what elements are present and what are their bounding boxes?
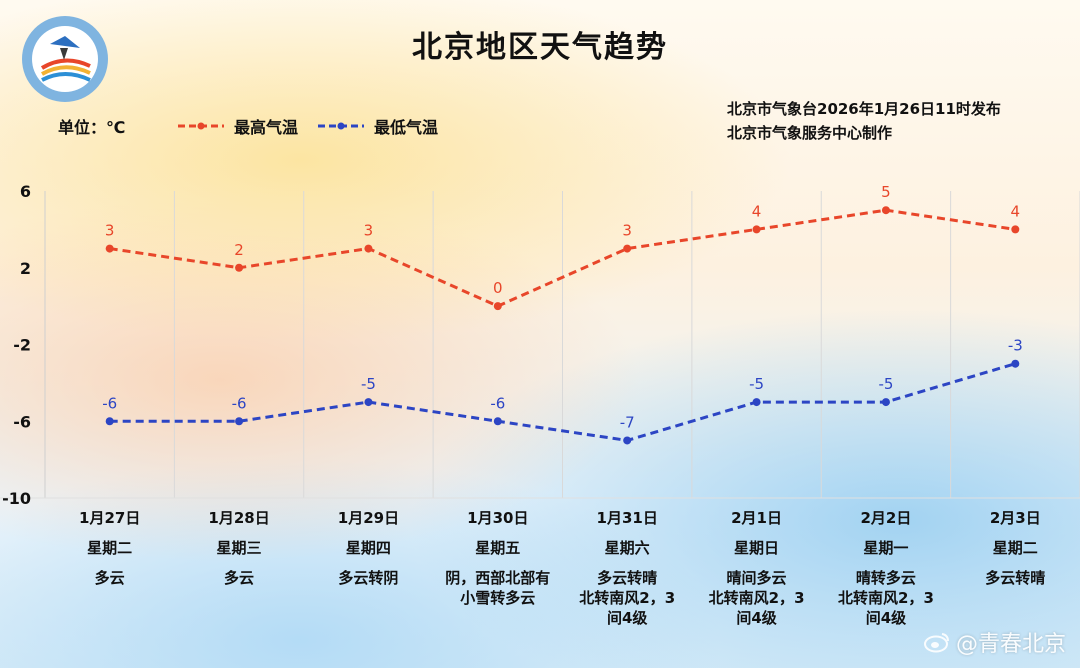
- page-title: 北京地区天气趋势: [412, 30, 668, 65]
- day-weather: 多云转晴: [597, 569, 658, 587]
- low-temp-point: [1011, 359, 1020, 368]
- y-tick-label: -2: [13, 336, 31, 355]
- high-temp-point: [881, 206, 890, 215]
- high-temp-point: [1011, 225, 1020, 234]
- high-temp-point: [235, 263, 244, 272]
- low-temp-point: [623, 436, 632, 445]
- low-temp-label: -6: [232, 394, 247, 412]
- day-weekday: 星期一: [863, 539, 909, 557]
- high-temp-point: [623, 244, 632, 253]
- legend-high-marker: [178, 122, 224, 130]
- unit-label: 单位：℃: [58, 118, 126, 137]
- low-temp-line: [109, 362, 1016, 442]
- y-tick-label: 6: [20, 182, 31, 201]
- legend-low-label: 最低气温: [374, 118, 439, 137]
- day-weekday: 星期日: [734, 539, 780, 557]
- day-weekday: 星期二: [992, 539, 1038, 557]
- day-date: 1月27日: [79, 509, 141, 527]
- day-date: 2月3日: [989, 509, 1041, 527]
- high-temp-point: [752, 225, 761, 234]
- meteorological-service-logo: [22, 16, 108, 102]
- day-weather: 晴转多云: [855, 569, 916, 587]
- high-temp-label: 3: [364, 222, 374, 240]
- high-temp-point: [105, 244, 114, 253]
- day-column: 2月2日星期一晴转多云北转南风2，3 间4级: [821, 508, 950, 628]
- legend-item-high: 最高气温: [176, 114, 298, 138]
- day-date: 1月30日: [467, 509, 529, 527]
- day-weekday: 星期六: [604, 539, 650, 557]
- low-temp-point: [105, 417, 114, 426]
- high-temp-label: 3: [622, 222, 632, 240]
- high-temp-label: 5: [881, 183, 891, 201]
- low-temp-label: -7: [620, 413, 635, 431]
- day-column: 1月30日星期五阴，西部北部有 小雪转多云: [433, 508, 562, 608]
- day-weather: 晴间多云: [726, 569, 787, 587]
- day-weather: 间4级: [865, 609, 907, 627]
- day-weather: 多云: [224, 569, 255, 587]
- day-weekday: 星期四: [345, 539, 391, 557]
- high-temp-point: [493, 302, 502, 311]
- day-date: 1月29日: [337, 509, 400, 527]
- weibo-icon: [923, 633, 949, 653]
- low-temp-label: -3: [1008, 337, 1023, 355]
- day-column: 1月29日星期四多云转阴: [304, 508, 433, 588]
- day-column: 1月28日星期三多云: [174, 508, 303, 588]
- legend-high-label: 最高气温: [234, 118, 299, 137]
- y-tick-label: -10: [2, 489, 31, 508]
- day-weather: 间4级: [736, 609, 777, 627]
- high-temp-label: 0: [493, 279, 503, 297]
- day-weather: 多云转晴: [985, 569, 1046, 587]
- day-date: 1月28日: [208, 509, 270, 527]
- low-temp-label: -5: [878, 375, 893, 393]
- publisher-line-2: 北京市气象服务中心制作: [727, 124, 893, 142]
- high-temp-line: [109, 208, 1016, 308]
- day-weather: 北转南风2，3: [838, 589, 934, 607]
- low-temp-label: -5: [361, 375, 376, 393]
- day-weekday: 星期二: [87, 539, 133, 557]
- publisher-line-1: 北京市气象台2026年1月26日11时发布: [727, 100, 1001, 118]
- day-weather: 北转南风2，3: [579, 589, 676, 607]
- day-date: 2月2日: [860, 509, 912, 527]
- low-temp-point: [235, 417, 244, 426]
- day-weather: 多云转阴: [338, 569, 399, 587]
- day-column: 1月31日星期六多云转晴北转南风2，3 间4级: [563, 508, 692, 628]
- day-weekday: 星期三: [216, 539, 262, 557]
- high-temp-label: 4: [1011, 202, 1021, 220]
- high-temp-label: 3: [105, 222, 115, 240]
- day-weather: 阴，西部北部有: [445, 569, 551, 587]
- y-tick-label: 2: [20, 259, 31, 278]
- day-weather: 小雪转多云: [460, 589, 536, 607]
- low-temp-point: [881, 398, 890, 407]
- low-temp-label: -6: [490, 394, 505, 412]
- day-weather: 多云: [94, 569, 125, 587]
- day-column: 2月3日星期二多云转晴: [951, 508, 1080, 588]
- low-temp-point: [364, 398, 373, 407]
- legend-low-marker: [318, 122, 364, 130]
- watermark-text: @青春北京: [955, 632, 1066, 657]
- low-temp-label: -5: [749, 375, 764, 393]
- high-temp-label: 4: [752, 202, 762, 220]
- legend-item-low: 最低气温: [316, 114, 438, 138]
- low-temp-label: -6: [102, 394, 117, 412]
- day-date: 2月1日: [731, 509, 782, 527]
- day-date: 1月31日: [596, 509, 658, 527]
- day-weekday: 星期五: [475, 539, 521, 557]
- day-weather: 北转南风2，3: [708, 589, 805, 607]
- high-temp-label: 2: [234, 241, 244, 259]
- high-temp-point: [364, 244, 373, 253]
- day-column: 2月1日星期日晴间多云北转南风2，3 间4级: [692, 508, 821, 628]
- day-column: 1月27日星期二多云: [45, 508, 174, 588]
- day-weather: 间4级: [606, 609, 648, 627]
- low-temp-point: [752, 398, 761, 407]
- y-tick-label: -6: [13, 412, 31, 431]
- low-temp-point: [493, 417, 502, 426]
- watermark: @青春北京: [923, 626, 1066, 658]
